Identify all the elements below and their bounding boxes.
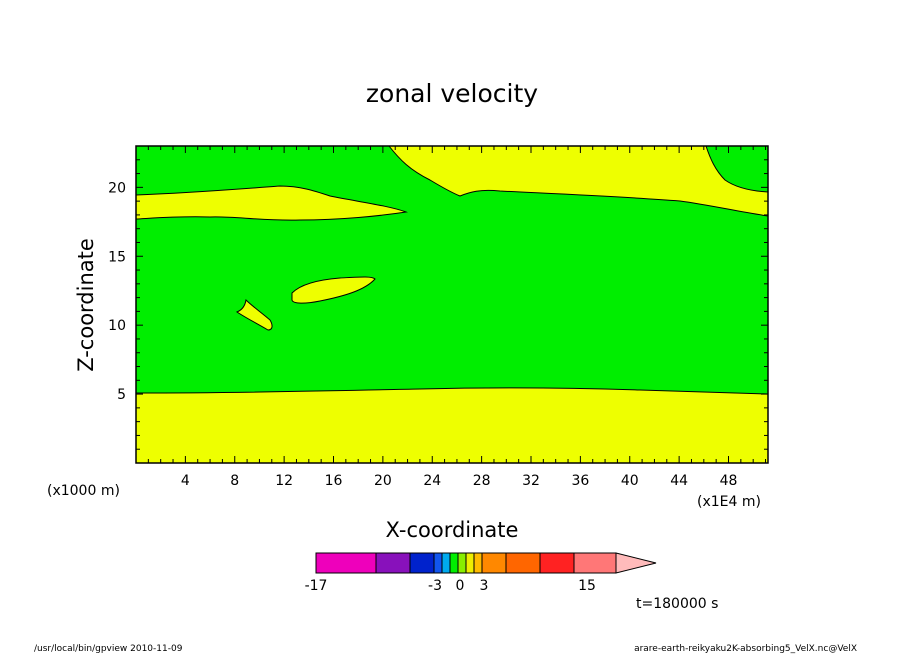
colorbar-segment — [505, 552, 541, 574]
colorbar-segment — [449, 552, 459, 574]
colorbar-label: -3 — [428, 578, 442, 594]
colorbar-label: 3 — [480, 578, 489, 594]
mid-positive-blob — [291, 276, 376, 304]
x-tick-label: 32 — [522, 473, 540, 489]
x-scale-note: (x1E4 m) — [697, 494, 761, 510]
time-label: t=180000 s — [636, 596, 718, 612]
x-tick-label: 16 — [325, 473, 343, 489]
x-tick-label: 24 — [423, 473, 441, 489]
x-tick-label: 8 — [230, 473, 239, 489]
y-tick-label: 20 — [108, 180, 126, 196]
y-tick-label: 5 — [117, 387, 126, 403]
small-positive-blob — [235, 298, 273, 331]
x-unit-note: (x1000 m) — [47, 483, 120, 499]
x-axis-label: X-coordinate — [386, 518, 519, 542]
colorbar-segment — [465, 552, 475, 574]
colorbar-segment — [473, 552, 483, 574]
y-tick-label: 15 — [108, 249, 126, 265]
colorbar-segment — [433, 552, 443, 574]
y-tick-label: 10 — [108, 318, 126, 334]
x-tick-label: 20 — [374, 473, 392, 489]
upper-left-positive-band — [135, 185, 408, 221]
colorbar-triangle — [615, 552, 657, 574]
colorbar-segment — [441, 552, 451, 574]
colorbar-segment — [375, 552, 411, 574]
plot-area — [135, 145, 769, 464]
colorbar-segment — [481, 552, 507, 574]
colorbar-segment — [457, 552, 467, 574]
x-tick-label: 36 — [571, 473, 589, 489]
x-tick-label: 44 — [670, 473, 688, 489]
footer-right: arare-earth-reikyaku2K-absorbing5_VelX.n… — [634, 644, 857, 654]
colorbar-segment — [539, 552, 575, 574]
colorbar-segment — [315, 552, 377, 574]
upper-right-corner-region — [705, 145, 769, 193]
x-tick-label: 4 — [181, 473, 190, 489]
plot-frame — [135, 145, 769, 464]
colorbar-label: 15 — [578, 578, 596, 594]
chart-title: zonal velocity — [366, 79, 538, 108]
x-axis-ticks: 4 8 12 16 20 24 28 32 36 40 44 48 — [147, 146, 767, 489]
x-tick-label: 40 — [621, 473, 639, 489]
x-tick-label: 12 — [275, 473, 293, 489]
upper-right-positive-region — [387, 145, 769, 217]
colorbar-labels: -17 -3 0 3 15 — [305, 578, 596, 594]
footer-left: /usr/local/bin/gpview 2010-11-09 — [34, 644, 183, 654]
colorbar-segment — [573, 552, 617, 574]
y-axis-label: Z-coordinate — [74, 238, 98, 372]
y-axis-ticks: 5 10 15 20 — [108, 159, 768, 450]
colorbar-label: 0 — [456, 578, 465, 594]
colorbar — [315, 552, 657, 574]
colorbar-label: -17 — [305, 578, 328, 594]
x-tick-label: 28 — [473, 473, 491, 489]
colorbar-segment — [409, 552, 435, 574]
lower-positive-region — [135, 387, 769, 464]
x-tick-label: 48 — [720, 473, 738, 489]
